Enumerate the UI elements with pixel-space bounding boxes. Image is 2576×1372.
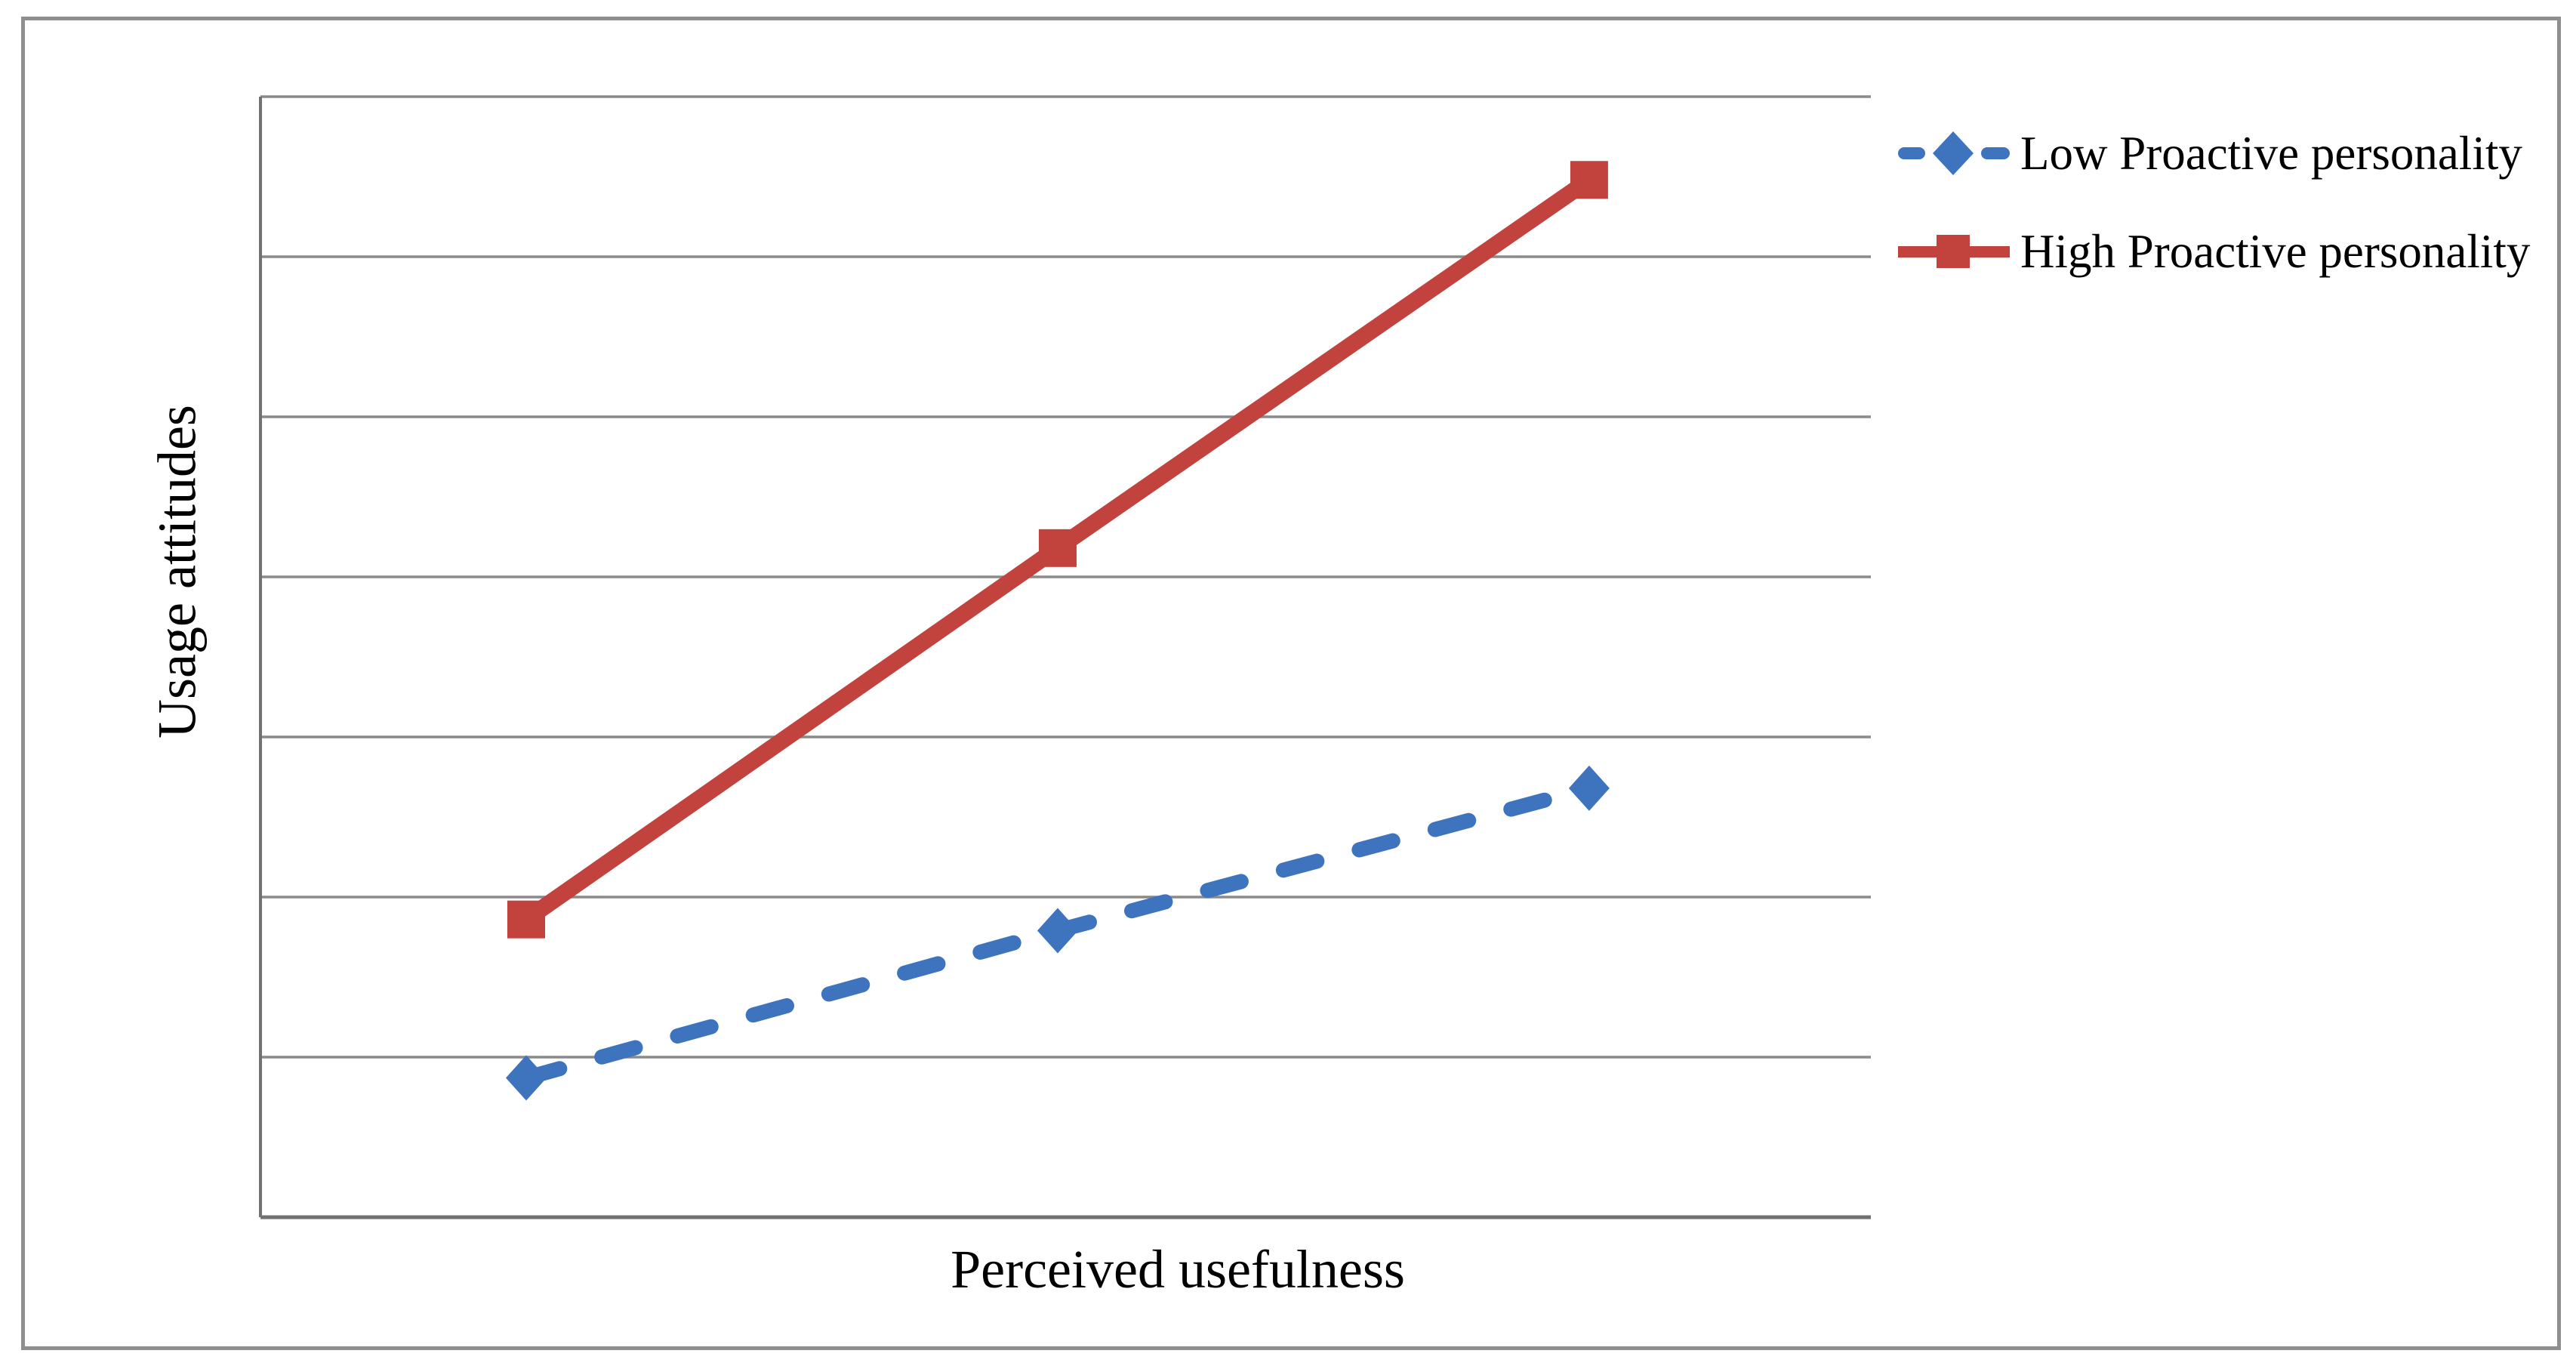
marker-square — [507, 900, 545, 939]
legend-label-high-proactive: High Proactive personality — [2020, 224, 2531, 278]
legend-entry-high-proactive: High Proactive personality — [1898, 217, 2530, 285]
marker-diamond — [505, 1055, 547, 1101]
plot-svg — [259, 95, 1871, 1219]
marker-diamond — [1037, 908, 1078, 954]
figure-border — [21, 17, 2561, 1350]
legend-swatch-solid-square-icon — [1898, 235, 2010, 268]
marker-square — [1038, 529, 1077, 567]
marker-diamond — [1568, 765, 1610, 811]
x-axis-title: Perceived usefulness — [951, 1239, 1405, 1300]
y-axis-title: Usage attitudes — [146, 405, 208, 738]
marker-square — [1570, 161, 1608, 199]
legend-entry-low-proactive: Low Proactive personality — [1898, 119, 2522, 187]
legend-swatch-dashed-diamond-icon — [1898, 131, 2010, 175]
legend-label-low-proactive: Low Proactive personality — [2020, 126, 2522, 180]
